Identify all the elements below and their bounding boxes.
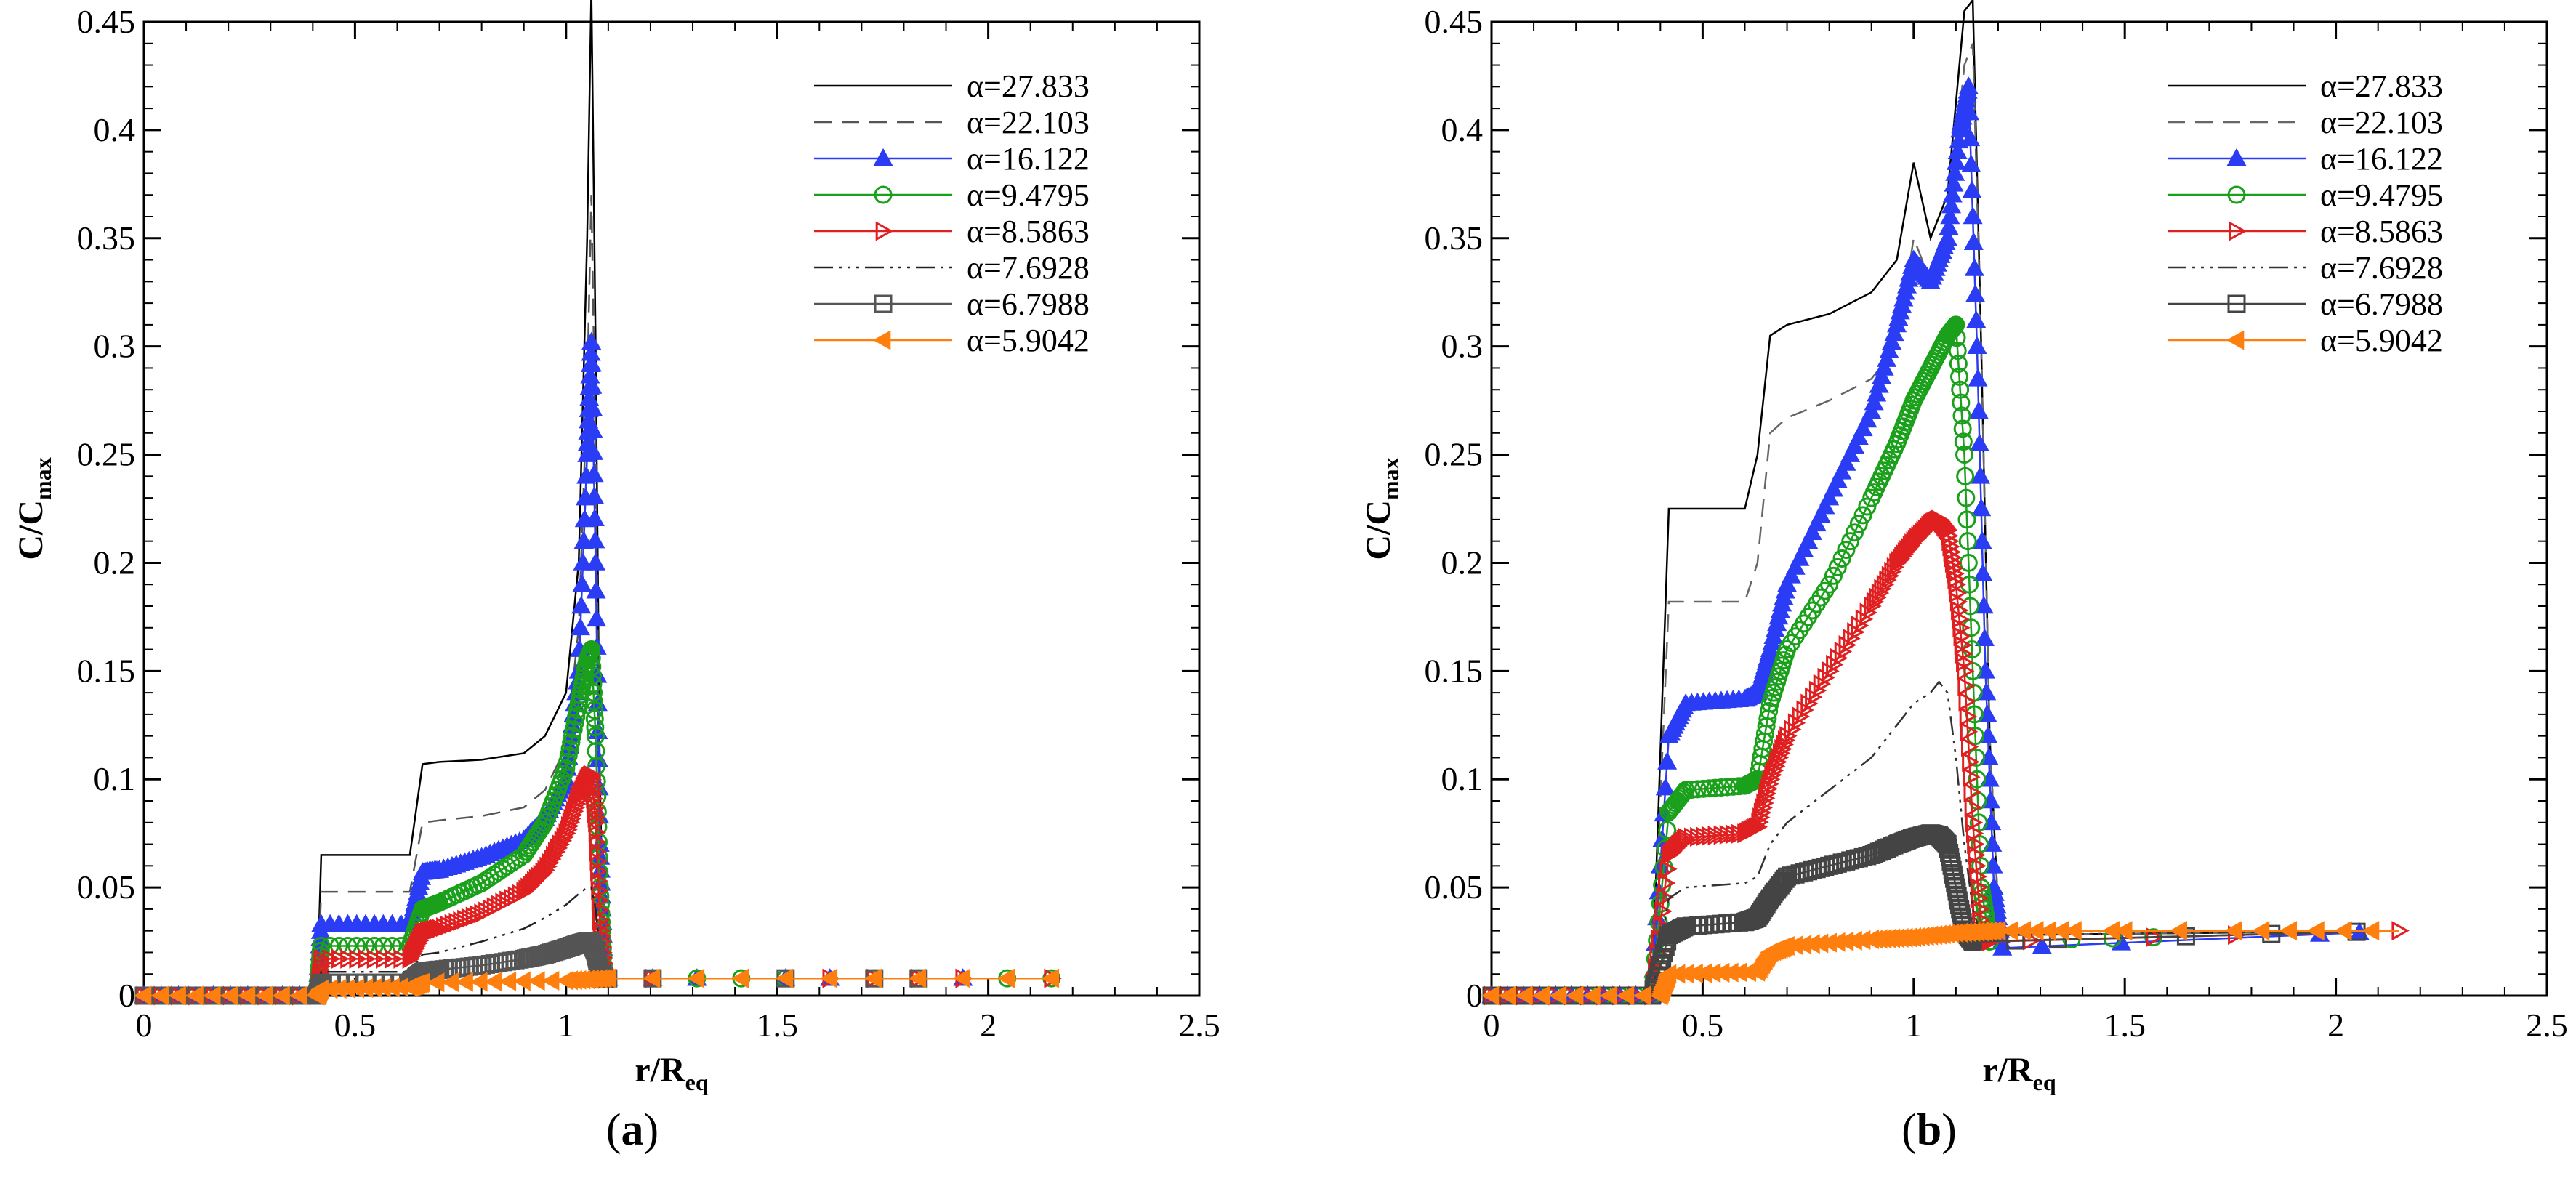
chart-0-y-tick-label: 0.05 — [77, 868, 136, 906]
chart-1-x-tick-label: 0 — [1484, 1007, 1500, 1044]
chart-0-legend: α=27.833α=22.103α=16.122α=9.4795α=8.5863… — [814, 68, 1090, 358]
chart-1-data-point — [1973, 468, 1989, 483]
chart-0-data-point — [573, 620, 589, 634]
chart-1-x-axis-label: r/Req — [1982, 1051, 2056, 1095]
chart-0-y-axis-label-sub: max — [30, 457, 56, 500]
chart-1-series-3 — [1484, 317, 2399, 1004]
caption-a: (a) — [589, 1105, 676, 1156]
chart-panel-a: 0 0.5 1 1.5 2 2.5 0 0.05 0.1 0.15 0.2 0.25 0.3 0.35 0.… — [0, 0, 1288, 1181]
chart-0-data-point — [472, 974, 486, 990]
chart-1-legend: α=27.833α=22.103α=16.122α=9.4795α=8.5863… — [2168, 68, 2443, 358]
chart-1-y-tick-label: 0.45 — [1425, 3, 1484, 40]
chart-1-y-tick-label: 0.25 — [1425, 436, 1484, 473]
chart-1-y-tick-label: 0 — [1466, 977, 1483, 1014]
chart-1-data-point — [1969, 339, 1985, 353]
chart-1-x-tick-label: 1.5 — [2104, 1007, 2146, 1044]
chart-0-x-tick-label: 0.5 — [334, 1007, 377, 1044]
chart-1-x-tick-label: 0.5 — [1682, 1007, 1724, 1044]
chart-1-y-tick-label: 0.1 — [1441, 760, 1484, 797]
chart-0-x-tick-label: 1.5 — [756, 1007, 798, 1044]
chart-0-legend-label: α=8.5863 — [967, 214, 1090, 249]
chart-1-y-axis-label-sub: max — [1377, 457, 1404, 500]
chart-0-x-axis-label-sub: eq — [685, 1069, 709, 1095]
chart-1-series-line — [1492, 520, 2399, 996]
chart-1-legend-label: α=16.122 — [2320, 141, 2443, 177]
chart-1-legend-marker — [2229, 332, 2243, 348]
chart-1-legend-label: α=9.4795 — [2320, 177, 2443, 213]
chart-0-legend-label: α=6.7988 — [967, 286, 1090, 322]
chart-0-y-tick-label: 0.25 — [77, 436, 136, 473]
chart-0-y-tick-label: 0.2 — [94, 544, 136, 581]
chart-0-legend-label: α=16.122 — [967, 141, 1090, 177]
chart-a-svg: 0 0.5 1 1.5 2 2.5 0 0.05 0.1 0.15 0.2 0.25 0.3 0.35 0.… — [0, 0, 1288, 1181]
chart-0-y-axis-label: C/Cmax — [12, 457, 56, 560]
chart-1-y-tick-label: 0.4 — [1441, 111, 1484, 148]
chart-0-legend-label: α=9.4795 — [967, 177, 1090, 213]
chart-0-data-point — [544, 972, 558, 988]
chart-1-series-6 — [1484, 826, 2399, 1004]
chart-0-series-group — [136, 0, 1060, 1004]
chart-1-x-tick-label: 2 — [2327, 1007, 2344, 1044]
chart-0-data-point — [515, 973, 530, 989]
chart-0-data-point — [529, 973, 544, 989]
chart-0-legend-label: α=22.103 — [967, 105, 1090, 140]
chart-0-x-axis-label: r/Req — [635, 1051, 709, 1095]
chart-1-legend-label: α=22.103 — [2320, 105, 2443, 140]
chart-0-legend-marker — [875, 332, 890, 348]
chart-0-data-point — [587, 533, 603, 547]
chart-1-y-tick-label: 0.05 — [1425, 868, 1484, 906]
chart-1-data-point — [2336, 923, 2351, 939]
chart-0-legend-label: α=5.9042 — [967, 323, 1090, 358]
chart-0-y-tick-label: 0.15 — [77, 652, 136, 689]
chart-0-y-tick-label: 0 — [118, 977, 135, 1014]
chart-1-y-axis-label: C/Cmax — [1359, 457, 1404, 560]
chart-1-legend-label: α=8.5863 — [2320, 214, 2443, 249]
caption-b: (b) — [1885, 1105, 1973, 1156]
chart-1-data-point — [1968, 286, 1984, 301]
chart-1-data-point — [1968, 313, 1984, 327]
chart-0-y-tick-label: 0.35 — [77, 219, 136, 257]
chart-0-data-point — [501, 973, 515, 989]
chart-1-data-point — [1971, 403, 1987, 418]
chart-0-y-tick-label: 0.3 — [94, 328, 136, 365]
chart-1-y-tick-label: 0.15 — [1425, 652, 1484, 689]
chart-0-x-tick-label: 2 — [980, 1007, 997, 1044]
chart-1-y-tick-label: 0.3 — [1441, 328, 1484, 365]
chart-1-legend-label: α=27.833 — [2320, 68, 2443, 104]
chart-panel-b: 0 0.5 1 1.5 2 2.5 0 0.05 0.1 0.15 0.2 0.25 0.3 0.35 0.… — [1288, 0, 2576, 1181]
chart-1-legend-label: α=5.9042 — [2320, 323, 2443, 358]
chart-1-x-tick-label: 2.5 — [2526, 1007, 2568, 1044]
chart-1-legend-label: α=7.6928 — [2320, 250, 2443, 286]
chart-0-series-6 — [136, 934, 1052, 1004]
chart-0-legend-label: α=7.6928 — [967, 250, 1090, 286]
chart-1-data-point — [1970, 371, 1986, 385]
chart-1-data-point — [1975, 565, 1991, 580]
chart-0-data-point — [584, 334, 600, 349]
chart-1-series-line — [1492, 325, 2399, 996]
chart-1-data-point — [1971, 436, 1987, 451]
chart-0-y-tick-label: 0.4 — [94, 111, 136, 148]
chart-1-data-point — [1973, 501, 1989, 515]
chart-0-x-tick-label: 1 — [558, 1007, 574, 1044]
chart-0-data-point — [587, 555, 603, 569]
chart-0-data-point — [486, 974, 501, 990]
chart-1-y-tick-label: 0.35 — [1425, 219, 1484, 257]
chart-1-x-tick-label: 1 — [1905, 1007, 1922, 1044]
chart-0-y-tick-label: 0.45 — [77, 3, 136, 40]
chart-0-x-tick-label: 2.5 — [1178, 1007, 1220, 1044]
chart-1-data-point — [1976, 631, 1992, 645]
chart-0-legend-label: α=27.833 — [967, 68, 1090, 104]
chart-0-x-tick-label: 0 — [136, 1007, 153, 1044]
chart-1-y-tick-label: 0.2 — [1441, 544, 1484, 581]
chart-1-x-axis-label-sub: eq — [2033, 1069, 2056, 1095]
chart-1-series-group — [1484, 0, 2407, 1004]
chart-0-y-tick-label: 0.1 — [94, 760, 136, 797]
chart-1-legend-label: α=6.7988 — [2320, 286, 2443, 322]
chart-b-svg: 0 0.5 1 1.5 2 2.5 0 0.05 0.1 0.15 0.2 0.25 0.3 0.35 0.… — [1288, 0, 2576, 1181]
